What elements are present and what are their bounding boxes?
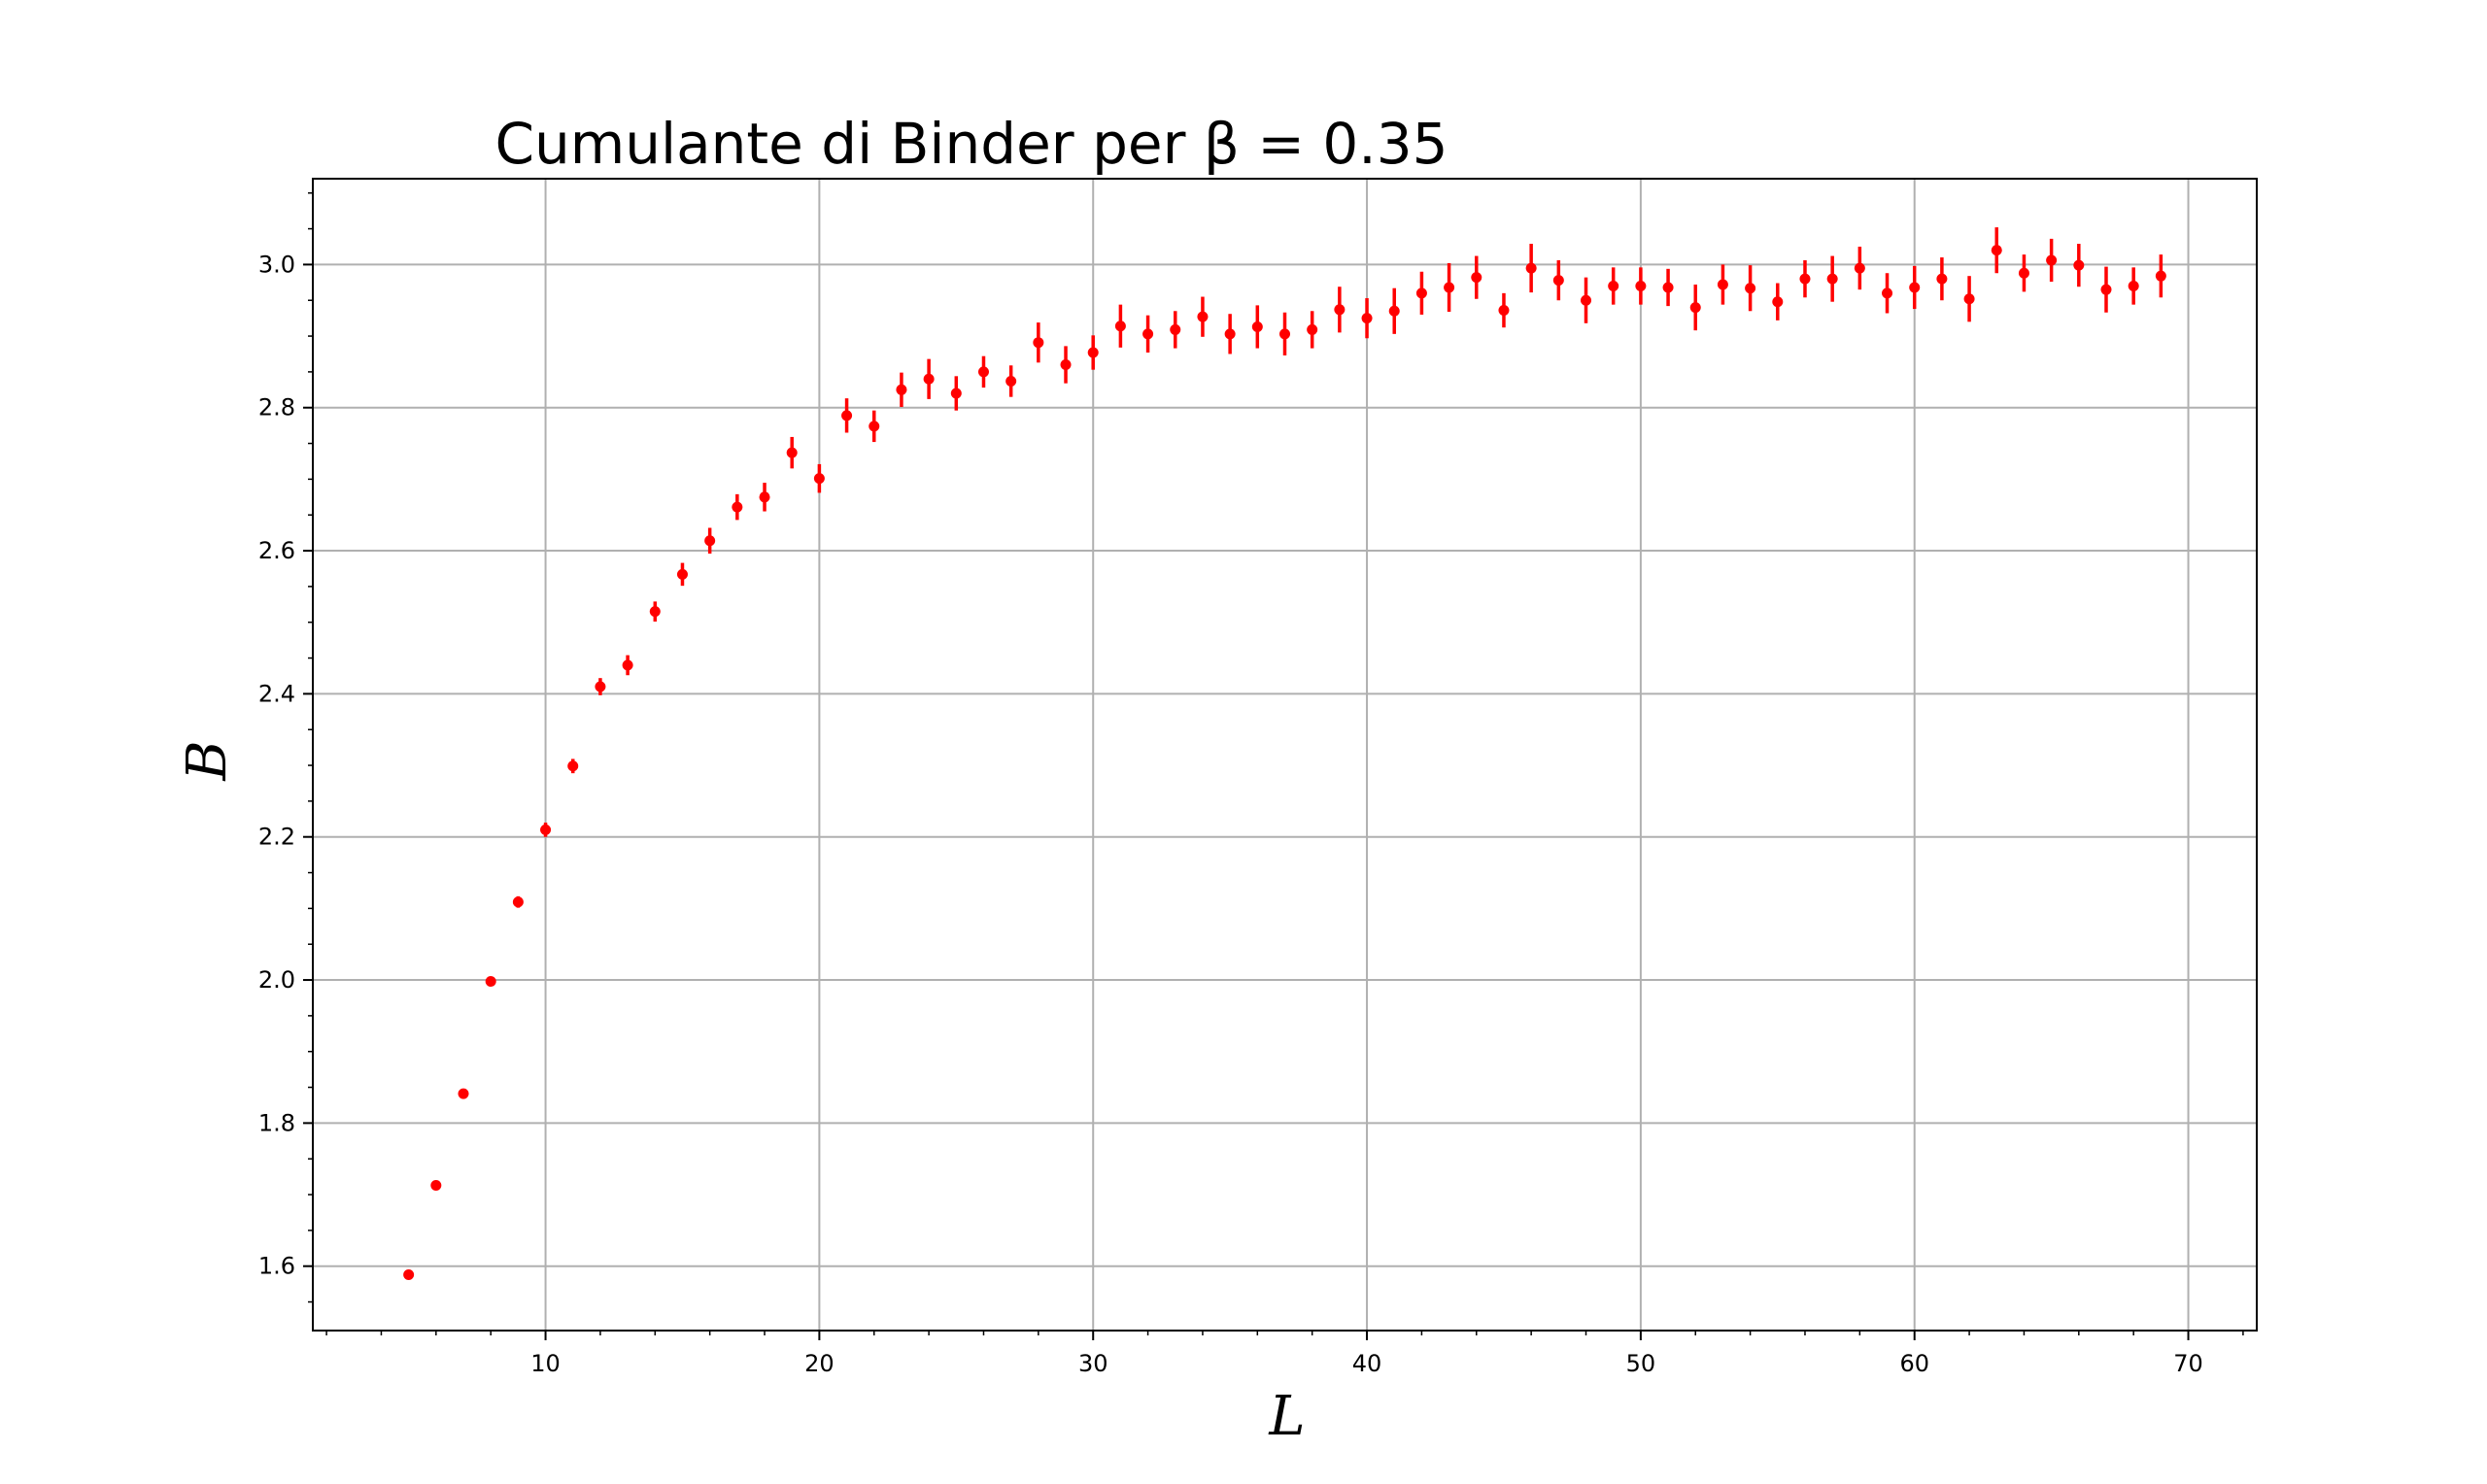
y-tick-label: 2.4 — [258, 680, 295, 707]
data-point — [458, 1088, 469, 1099]
data-point — [1745, 283, 1756, 294]
data-point — [950, 388, 962, 399]
x-tick-label: 30 — [1078, 1350, 1108, 1377]
x-tick-label: 20 — [804, 1350, 835, 1377]
data-point — [977, 366, 989, 378]
x-tick-label: 70 — [2173, 1350, 2203, 1377]
data-point — [1717, 279, 1728, 290]
data-point — [1334, 304, 1346, 316]
data-point — [567, 760, 579, 772]
y-tick-label: 3.0 — [258, 251, 295, 278]
data-point — [1662, 282, 1674, 293]
data-point — [1033, 337, 1044, 349]
data-point — [1936, 273, 1948, 285]
data-point — [1087, 347, 1099, 358]
data-point — [1799, 273, 1811, 285]
data-point — [1471, 272, 1482, 284]
data-point — [1170, 323, 1181, 335]
data-point — [1361, 313, 1373, 324]
data-point — [1552, 275, 1564, 287]
data-point — [1635, 280, 1647, 291]
y-tick-label: 2.2 — [258, 824, 295, 851]
data-point — [1909, 282, 1921, 293]
data-point — [1963, 293, 1975, 305]
data-point — [923, 373, 935, 385]
plot-frame — [312, 178, 2258, 1332]
data-point — [759, 491, 770, 503]
data-point — [1307, 323, 1318, 335]
data-point — [1197, 311, 1209, 322]
data-point — [1854, 262, 1865, 274]
data-point — [1826, 273, 1838, 285]
y-axis-label: B — [176, 740, 239, 781]
data-point — [1444, 282, 1455, 293]
data-point — [1060, 359, 1072, 371]
x-tick-label: 60 — [1899, 1350, 1929, 1377]
data-point — [595, 681, 606, 692]
axis-ticks: 10 20 30 40 50 60 70 1.6 1.8 2.0 2.2 2.4 2.6 2.8 3.0 — [258, 191, 2244, 1377]
data-point — [896, 384, 907, 395]
data-point — [869, 421, 880, 432]
data-point — [1882, 287, 1893, 299]
data-point — [676, 568, 688, 580]
y-tick-label: 1.6 — [258, 1253, 295, 1280]
data-point — [1224, 328, 1236, 340]
data-point — [2046, 254, 2058, 266]
y-tick-label: 2.6 — [258, 537, 295, 564]
data-point — [1388, 305, 1400, 317]
grid-lines — [313, 179, 2257, 1331]
data-point — [622, 659, 633, 671]
data-point — [1991, 245, 2002, 256]
data-point — [1689, 302, 1701, 314]
data-point — [540, 824, 552, 835]
data-point — [649, 606, 661, 618]
data-point — [732, 501, 743, 513]
y-tick-label: 2.8 — [258, 394, 295, 422]
data-point — [430, 1179, 442, 1191]
x-axis-label: L — [1268, 1385, 1305, 1448]
data-point — [1142, 328, 1154, 340]
data-point — [1114, 320, 1126, 332]
x-tick-label: 10 — [530, 1350, 561, 1377]
data-point — [2018, 267, 2029, 279]
data-point — [1772, 296, 1784, 308]
data-points — [403, 227, 2166, 1281]
data-point — [512, 896, 524, 908]
data-point — [1525, 262, 1537, 274]
data-point — [2155, 270, 2166, 282]
y-tick-label: 1.8 — [258, 1109, 295, 1136]
y-tick-label: 2.0 — [258, 966, 295, 994]
data-point — [704, 535, 716, 547]
chart-title: Cumulante di Binder per β = 0.35 — [494, 111, 1448, 177]
data-point — [1608, 280, 1619, 291]
data-point — [841, 410, 853, 422]
data-point — [403, 1269, 415, 1281]
data-point — [485, 976, 496, 988]
data-point — [1279, 328, 1290, 340]
x-tick-label: 50 — [1626, 1350, 1656, 1377]
x-tick-label: 40 — [1352, 1350, 1382, 1377]
data-point — [2128, 280, 2139, 291]
data-point — [2100, 284, 2112, 295]
data-point — [1251, 320, 1263, 332]
data-point — [1498, 305, 1510, 317]
data-point — [1005, 375, 1017, 387]
data-point — [2073, 259, 2085, 271]
data-point — [813, 473, 825, 485]
data-point — [1581, 294, 1592, 306]
data-point — [786, 447, 798, 458]
data-point — [1415, 287, 1427, 299]
